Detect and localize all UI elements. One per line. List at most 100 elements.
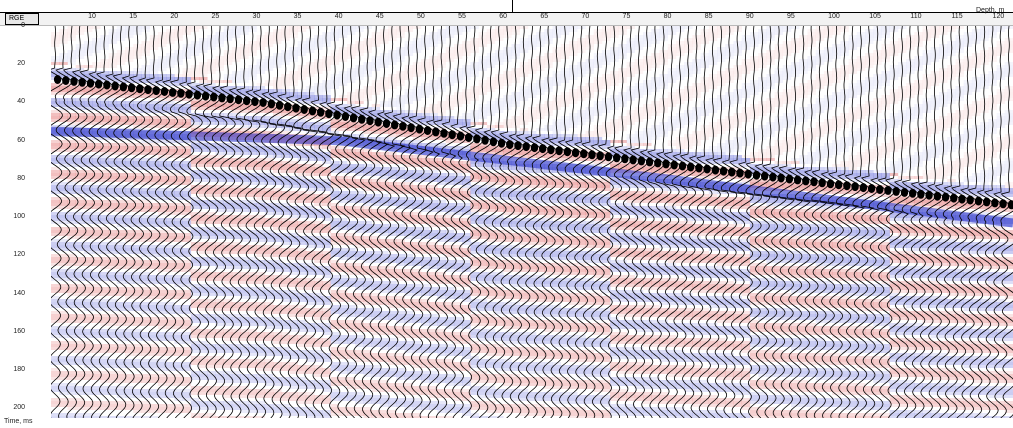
amplitude-cell — [421, 377, 430, 380]
amplitude-cell — [429, 86, 438, 89]
amplitude-cell — [256, 65, 266, 68]
amplitude-cell — [355, 239, 364, 242]
amplitude-cell — [199, 308, 208, 311]
amplitude-cell — [314, 344, 323, 347]
amplitude-cell — [330, 32, 340, 35]
amplitude-cell — [157, 224, 167, 227]
amplitude-cell — [396, 359, 405, 362]
amplitude-cell — [223, 377, 233, 380]
amplitude-cell — [59, 83, 68, 86]
amplitude-cell — [100, 416, 109, 418]
amplitude-cell — [231, 350, 241, 353]
amplitude-cell — [330, 176, 340, 179]
amplitude-cell — [51, 158, 60, 161]
amplitude-cell — [141, 335, 150, 338]
amplitude-cell — [223, 170, 233, 173]
amplitude-cell — [223, 365, 233, 368]
amplitude-cell — [289, 308, 298, 311]
amplitude-cell — [141, 167, 150, 170]
amplitude-cell — [116, 287, 126, 290]
amplitude-cell — [51, 356, 60, 359]
amplitude-cell — [297, 122, 307, 125]
amplitude-cell — [289, 290, 298, 293]
amplitude-cell — [133, 92, 142, 95]
amplitude-cell — [355, 236, 364, 239]
amplitude-cell — [322, 185, 331, 188]
amplitude-cell — [338, 170, 348, 173]
amplitude-cell — [108, 335, 118, 338]
amplitude-cell — [100, 179, 109, 182]
amplitude-cell — [445, 410, 455, 413]
amplitude-cell — [174, 410, 183, 413]
amplitude-cell — [125, 116, 134, 119]
amplitude-cell — [149, 338, 159, 341]
amplitude-cell — [396, 371, 405, 374]
amplitude-cell — [453, 224, 463, 227]
amplitude-cell — [240, 128, 249, 131]
amplitude-cell — [231, 143, 241, 146]
amplitude-cell — [421, 203, 430, 206]
amplitude-cell — [355, 335, 364, 338]
amplitude-cell — [363, 209, 372, 212]
amplitude-cell — [445, 380, 455, 383]
amplitude-cell — [240, 404, 249, 407]
amplitude-cell — [421, 380, 430, 383]
amplitude-cell — [199, 299, 208, 302]
amplitude-cell — [133, 230, 142, 233]
amplitude-cell — [166, 59, 175, 62]
amplitude-cell — [256, 410, 266, 413]
amplitude-cell — [256, 44, 266, 47]
seismic-section-plot[interactable] — [51, 26, 1013, 418]
amplitude-cell — [166, 407, 175, 410]
amplitude-cell — [133, 191, 142, 194]
amplitude-cell — [174, 173, 183, 176]
amplitude-cell — [297, 182, 307, 185]
amplitude-cell — [67, 188, 76, 191]
amplitude-cell — [240, 263, 249, 266]
amplitude-cell — [215, 35, 224, 38]
amplitude-cell — [59, 260, 68, 263]
amplitude-cell — [75, 227, 85, 230]
amplitude-cell — [371, 410, 381, 413]
amplitude-cell — [116, 266, 126, 269]
amplitude-cell — [305, 293, 315, 296]
amplitude-cell — [92, 233, 101, 236]
amplitude-cell — [133, 275, 142, 278]
amplitude-cell — [445, 407, 455, 410]
amplitude-cell — [248, 200, 257, 203]
amplitude-cell — [223, 35, 233, 38]
amplitude-cell — [437, 329, 446, 332]
rge-field[interactable]: RGE — [5, 13, 39, 25]
amplitude-cell — [240, 338, 249, 341]
amplitude-cell — [248, 404, 257, 407]
amplitude-cell — [174, 122, 183, 125]
amplitude-cell — [453, 311, 463, 314]
amplitude-cell — [322, 281, 331, 284]
amplitude-cell — [108, 116, 118, 119]
amplitude-cell — [388, 215, 397, 218]
amplitude-cell — [371, 110, 381, 113]
amplitude-cell — [116, 158, 126, 161]
amplitude-cell — [51, 398, 60, 401]
amplitude-cell — [157, 173, 167, 176]
amplitude-cell — [207, 359, 216, 362]
amplitude-cell — [190, 290, 200, 293]
amplitude-cell — [445, 248, 455, 251]
amplitude-cell — [100, 233, 109, 236]
amplitude-cell — [453, 218, 463, 221]
amplitude-cell — [462, 44, 471, 47]
amplitude-cell — [149, 320, 159, 323]
amplitude-cell — [240, 74, 249, 77]
amplitude-cell — [445, 74, 455, 77]
amplitude-cell — [347, 158, 356, 161]
amplitude-cell — [412, 350, 422, 353]
amplitude-cell — [190, 392, 200, 395]
amplitude-cell — [330, 206, 340, 209]
amplitude-cell — [305, 383, 315, 386]
amplitude-cell — [347, 362, 356, 365]
amplitude-cell — [207, 146, 216, 149]
amplitude-cell — [157, 209, 167, 212]
amplitude-cell — [51, 110, 60, 113]
amplitude-cell — [273, 338, 282, 341]
amplitude-cell — [273, 119, 282, 122]
